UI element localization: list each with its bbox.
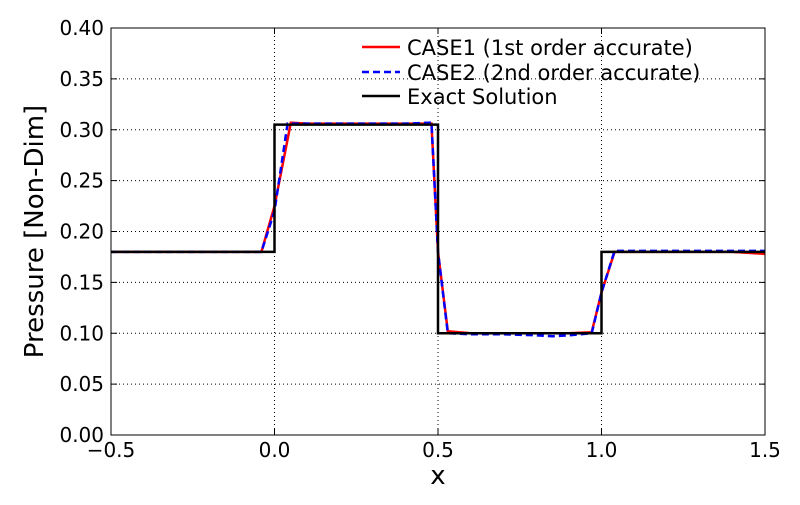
x-tick-label: −0.5 [87, 438, 136, 462]
legend: CASE1 (1st order accurate)CASE2 (2nd ord… [362, 36, 700, 109]
axis-ticks [110, 27, 766, 436]
legend-label-2: CASE2 (2nd order accurate) [407, 61, 700, 85]
y-tick-label: 0.00 [59, 423, 104, 447]
y-axis-title: Pressure [Non-Dim] [20, 105, 50, 358]
x-tick-label: 0.5 [422, 438, 454, 462]
y-tick-label: 0.20 [59, 220, 104, 244]
y-tick-label: 0.05 [59, 372, 104, 396]
legend-label-3: Exact Solution [407, 85, 558, 109]
y-tick-label: 0.40 [59, 16, 104, 40]
x-tick-label: 1.0 [586, 438, 618, 462]
x-axis-title: x [430, 461, 445, 491]
tick-labels: −0.5 0.0 0.5 1.0 1.5 0.00 0.05 0.10 0.15 0.20 0.25… [59, 16, 780, 462]
grid-lines [111, 28, 765, 435]
y-tick-label: 0.30 [59, 118, 104, 142]
series-line-3 [111, 123, 765, 335]
y-tick-label: 0.10 [59, 321, 104, 345]
y-tick-label: 0.25 [59, 169, 104, 193]
y-tick-label: 0.35 [59, 67, 104, 91]
y-tick-label: 0.15 [59, 270, 104, 294]
series-lines [111, 121, 766, 338]
x-tick-label: 1.5 [749, 438, 781, 462]
x-tick-label: 0.0 [259, 438, 291, 462]
legend-label-1: CASE1 (1st order accurate) [407, 36, 693, 60]
